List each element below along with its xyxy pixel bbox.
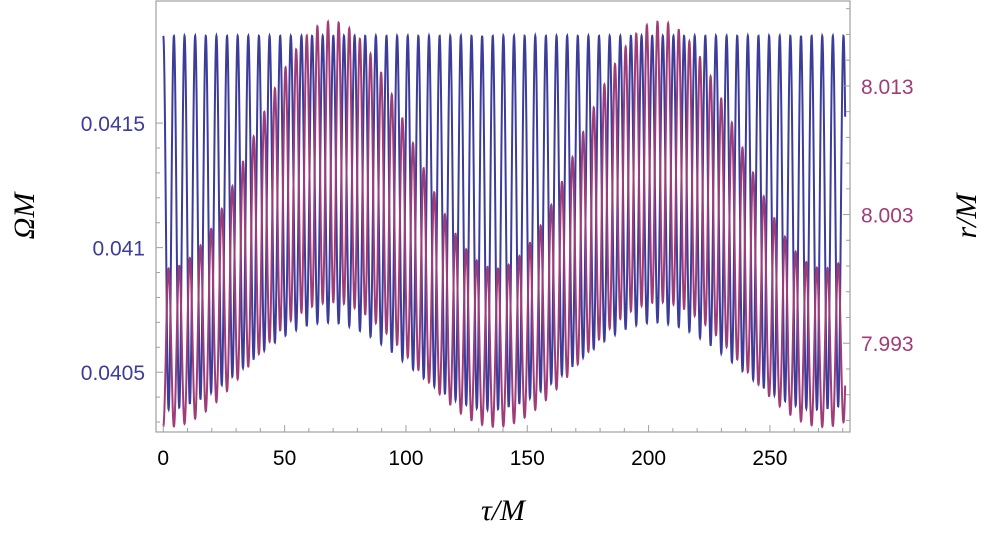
x-tick-label: 50 xyxy=(273,447,296,470)
x-tick-label: 150 xyxy=(510,447,545,470)
y-right-axis-label: r/M xyxy=(950,191,983,238)
y-left-axis-ticks: 0.0405 0.041 0.0415 xyxy=(81,113,163,423)
series-layer xyxy=(162,19,847,429)
y-right-tick-label: 8.003 xyxy=(861,205,914,228)
x-tick-label: 250 xyxy=(752,447,787,470)
y-right-axis-ticks: 7.993 8.003 8.013 xyxy=(843,8,914,421)
x-tick-label: 200 xyxy=(631,447,666,470)
x-tick-label: 100 xyxy=(388,447,423,470)
x-axis-ticks: 0 50 100 150 200 250 xyxy=(157,425,844,470)
series-r-line xyxy=(162,19,847,429)
y-left-tick-label: 0.0405 xyxy=(81,362,145,385)
y-right-tick-label: 8.013 xyxy=(861,76,914,99)
y-left-tick-label: 0.041 xyxy=(92,238,145,261)
series-omega-line xyxy=(162,31,847,414)
y-left-tick-label: 0.0415 xyxy=(81,113,145,136)
x-tick-label: 0 xyxy=(157,447,169,470)
y-left-axis-label: ΩM xyxy=(8,191,41,240)
y-right-tick-label: 7.993 xyxy=(861,333,914,356)
x-axis-label: τ/M xyxy=(481,494,527,527)
